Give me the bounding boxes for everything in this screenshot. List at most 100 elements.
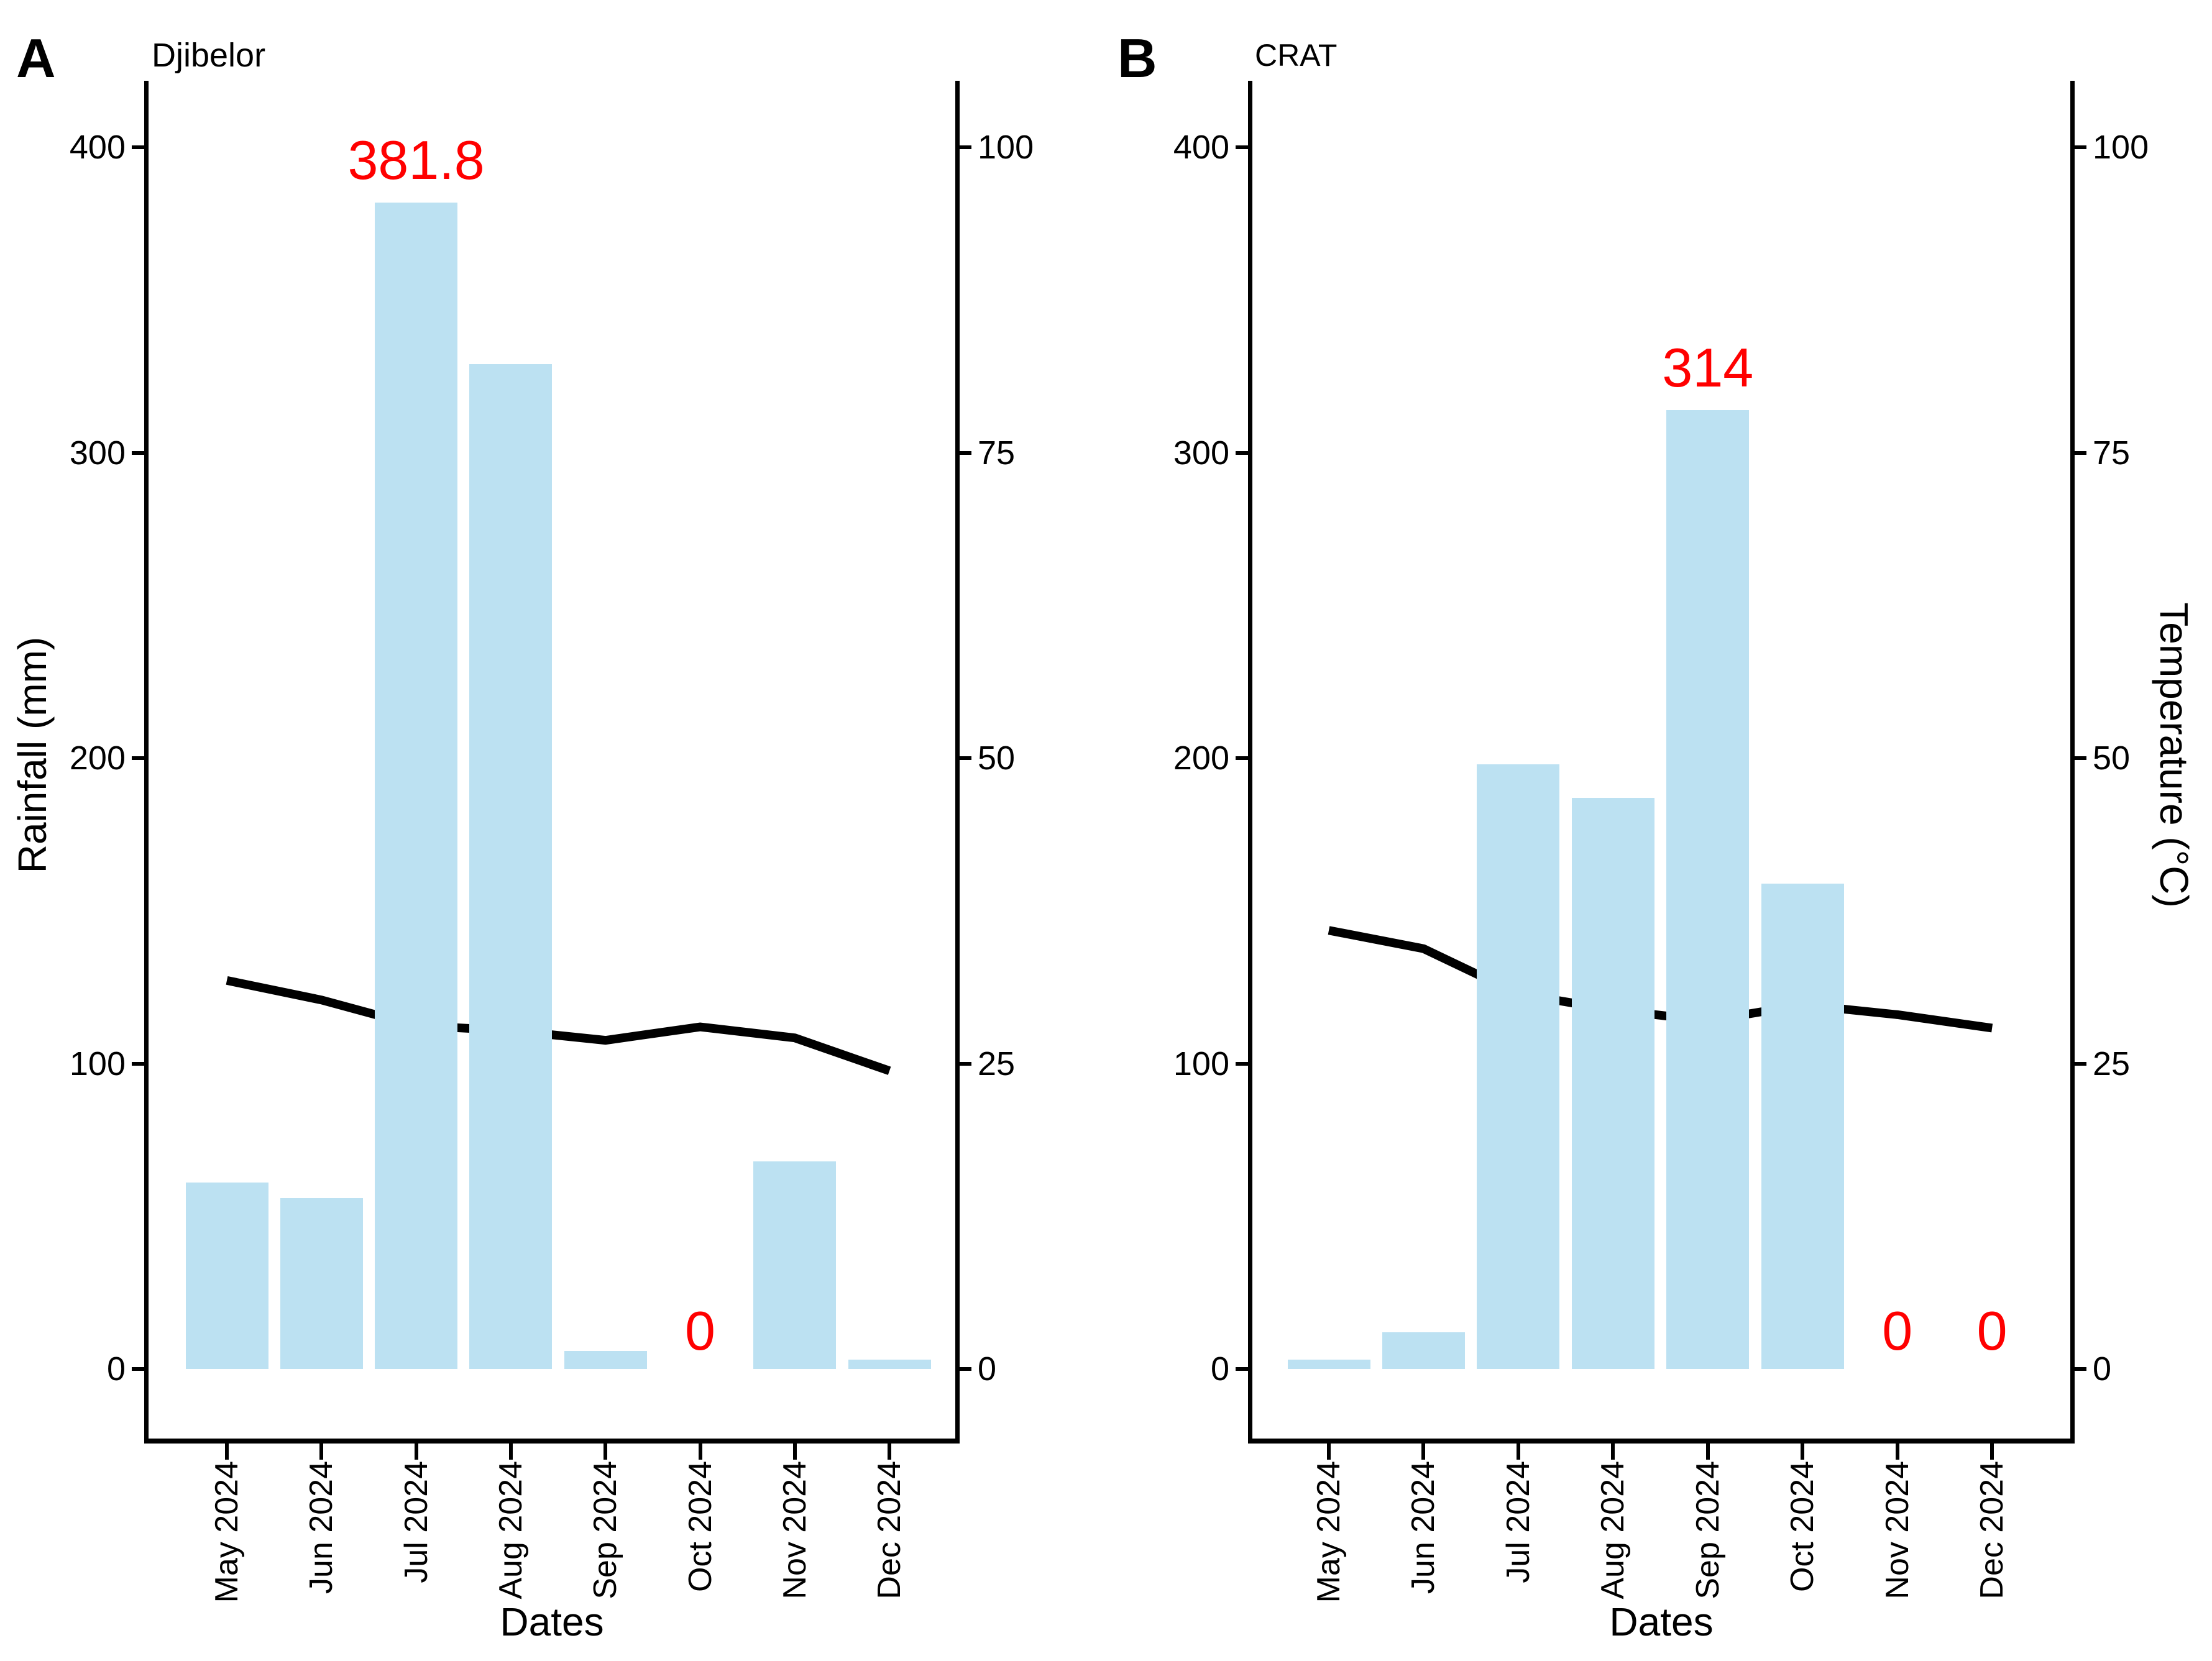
bar [1477,764,1560,1369]
x-tick-label: Dec 2024 [1974,1461,2011,1599]
x-axis-line [144,1439,960,1444]
y-axis-tick-label-left: 200 [69,739,126,777]
y-axis-tick-label-right: 50 [2093,739,2131,777]
y-axis-tick-label-left: 0 [1210,1350,1229,1388]
annotation-value: 0 [1882,1300,1913,1361]
y-axis-tick-right [2074,1367,2086,1371]
panel-b-x-axis-title: Dates [1609,1599,1714,1644]
y-axis-tick-label-right: 75 [2093,434,2131,472]
x-tick-label: Nov 2024 [1879,1461,1916,1599]
x-tick-label: Sep 2024 [587,1461,624,1599]
bar [1287,1360,1370,1369]
y-axis-tick-right [959,145,971,149]
y-axis-tick-right [2074,1061,2086,1066]
bar [1571,797,1654,1369]
x-tick-label: Oct 2024 [1784,1461,1821,1593]
annotation-value: 381.8 [347,129,485,191]
y-axis-tick-right [2074,451,2086,455]
y-axis-tick-label-left: 100 [1173,1045,1229,1082]
x-tick-label: Aug 2024 [492,1461,529,1599]
y-axis-tick-label-left: 400 [69,129,126,166]
y-axis-tick-label-right: 75 [978,434,1016,472]
annotation-value: 314 [1662,336,1754,398]
x-tick-label: May 2024 [1311,1461,1347,1603]
panel-a-title: Djibelor [152,37,266,74]
y-axis-tick-label-left: 0 [106,1350,126,1388]
y-axis-tick-right [959,1367,971,1371]
x-tick-label: Jun 2024 [1405,1461,1442,1594]
bar [185,1183,268,1369]
x-axis-tick [1895,1444,1899,1460]
x-axis-tick [792,1444,797,1460]
y-axis-tick-left [1236,756,1248,760]
y-axis-tick-label-left: 200 [1173,739,1229,777]
y-axis-line-left [144,81,149,1444]
x-tick-label: Dec 2024 [871,1461,908,1599]
y-axis-tick-label-left: 100 [69,1045,126,1082]
y-axis-tick-label-right: 25 [2093,1045,2131,1082]
x-axis-tick [698,1444,702,1460]
bar [753,1161,837,1369]
y-axis-tick-right [959,1061,971,1066]
y-axis-line-right [2070,81,2075,1444]
x-tick-label: Sep 2024 [1689,1461,1726,1599]
y-axis-tick-right [2074,145,2086,149]
x-axis-tick [888,1444,892,1460]
temperature-line [1328,926,1993,1033]
y-axis-tick-label-left: 400 [1173,129,1229,166]
panel-b-letter: B [1117,27,1157,89]
y-axis-tick-label-right: 100 [978,129,1034,166]
y-axis-tick-label-left: 300 [1173,434,1229,472]
x-tick-label: Jul 2024 [398,1461,434,1583]
y-axis-line-left [1248,81,1252,1444]
y-axis-tick-label-right: 0 [978,1350,997,1388]
x-axis-tick [1516,1444,1520,1460]
x-axis-tick [414,1444,418,1460]
y-axis-tick-left [1236,451,1248,455]
x-tick-label: Nov 2024 [776,1461,813,1599]
y-axis-tick-label-left: 300 [69,434,126,472]
x-tick-label: Oct 2024 [682,1461,718,1593]
x-axis-tick [508,1444,513,1460]
panel-a-letter: A [16,27,56,89]
y-axis-tick-left [1236,1367,1248,1371]
bar [1382,1332,1465,1369]
bar [848,1360,931,1369]
y-axis-tick-left [132,451,144,455]
y-axis-tick-left [132,756,144,760]
y-axis-tick-label-right: 25 [978,1045,1016,1082]
x-tick-label: Jul 2024 [1500,1461,1536,1583]
y-axis-tick-left [1236,145,1248,149]
x-tick-label: Aug 2024 [1595,1461,1631,1599]
bar [280,1197,363,1369]
left-y-axis-title: Rainfall (mm) [10,636,55,874]
x-tick-label: May 2024 [209,1461,245,1603]
right-y-axis-title: Temperature (°C) [2152,602,2196,908]
y-axis-tick-right [959,451,971,455]
bar [375,203,458,1369]
y-axis-tick-label-right: 0 [2093,1350,2112,1388]
y-axis-tick-label-right: 50 [978,739,1016,777]
annotation-value: 0 [1976,1300,2008,1361]
y-axis-line-right [955,81,960,1444]
x-axis-tick [1990,1444,1994,1460]
panel-a-x-axis-title: Dates [500,1599,604,1644]
annotation-value: 0 [685,1300,715,1361]
bar [564,1350,647,1369]
x-axis-tick [319,1444,324,1460]
bar [469,364,553,1369]
y-axis-tick-left [1236,1061,1248,1066]
y-axis-tick-left [132,1061,144,1066]
x-axis-tick [1327,1444,1331,1460]
x-tick-label: Jun 2024 [303,1461,340,1594]
bar [1761,883,1844,1369]
y-axis-tick-left [132,1367,144,1371]
y-axis-tick-left [132,145,144,149]
y-axis-tick-right [959,756,971,760]
x-axis-tick [225,1444,229,1460]
x-axis-tick [1705,1444,1710,1460]
x-axis-tick [1611,1444,1615,1460]
x-axis-line [1248,1439,2075,1444]
x-axis-tick [1801,1444,1805,1460]
